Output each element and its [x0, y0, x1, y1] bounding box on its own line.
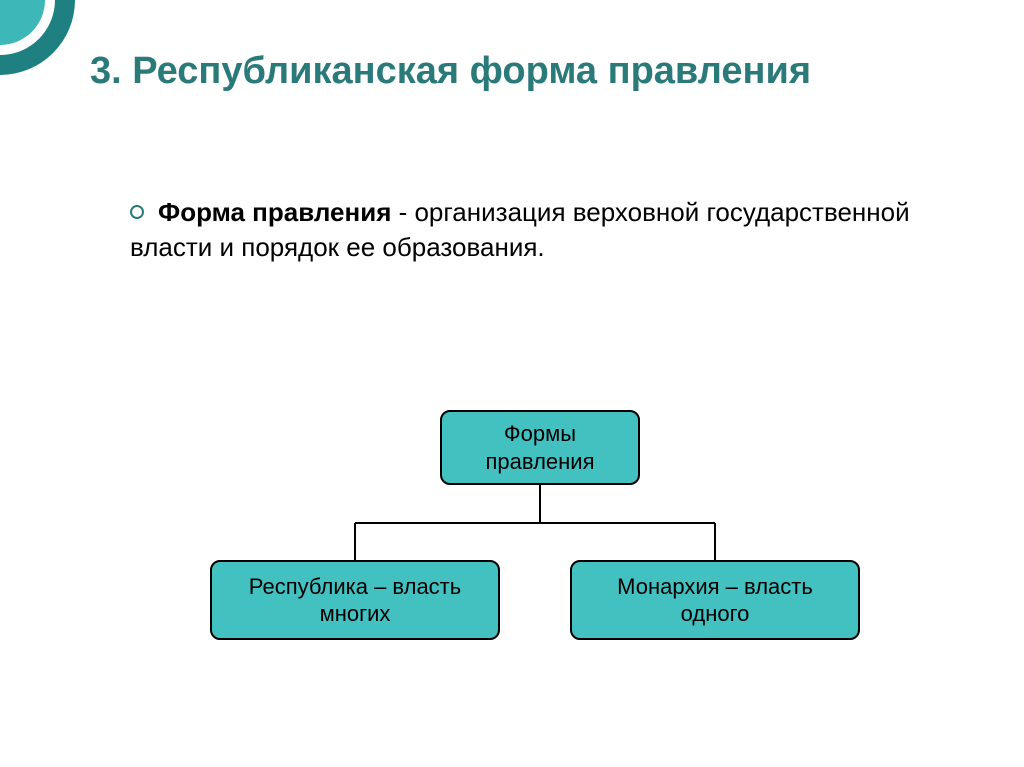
chart-node-root: Формы правления: [440, 410, 640, 485]
connector-horizontal: [355, 522, 715, 524]
corner-inner-gap: [0, 0, 55, 55]
connector-to-right: [714, 523, 716, 561]
hierarchy-chart: Формы правления Республика – власть многи…: [0, 390, 1024, 740]
connector-to-left: [354, 523, 356, 561]
connector-root-down: [539, 485, 541, 523]
corner-fill-circle: [0, 0, 45, 45]
slide-title: 3. Республиканская форма правления: [90, 48, 811, 96]
term-bold: Форма правления: [158, 197, 399, 227]
bullet-icon: [130, 205, 144, 219]
corner-outer-ring: [0, 0, 75, 75]
corner-decoration: [0, 0, 75, 75]
bullet-paragraph: Форма правления - организация верховной …: [130, 195, 930, 265]
chart-node-left: Республика – власть многих: [210, 560, 500, 640]
chart-node-right: Монархия – власть одного: [570, 560, 860, 640]
